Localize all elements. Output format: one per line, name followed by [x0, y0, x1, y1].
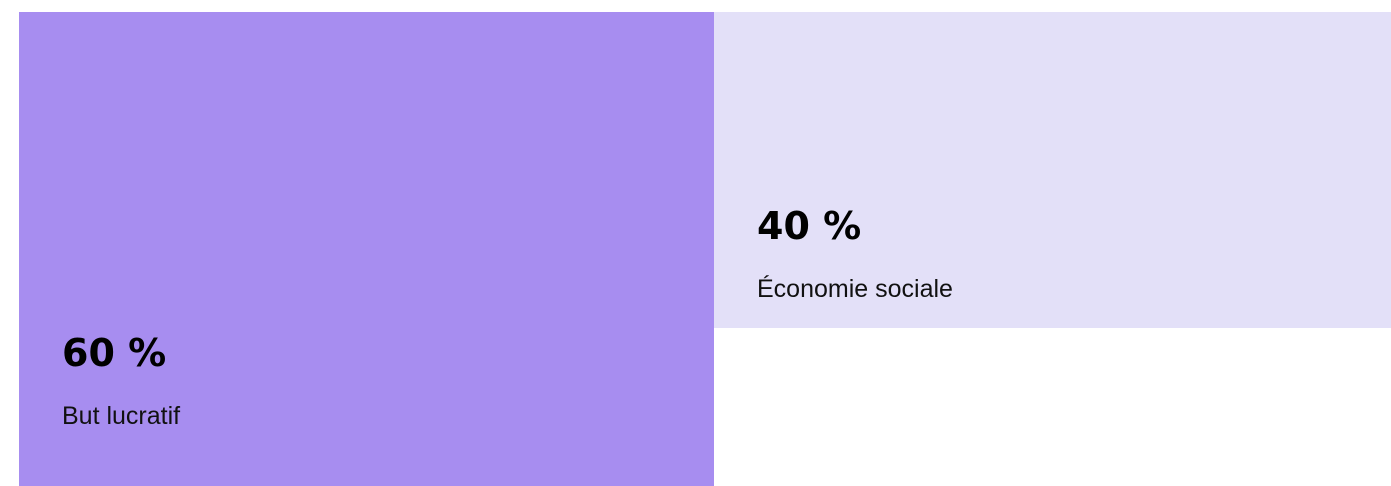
- value-label: 60 %: [62, 331, 166, 375]
- bar: [714, 12, 1391, 328]
- category-label: But lucratif: [62, 402, 180, 430]
- bar: [19, 12, 714, 486]
- category-label: Économie sociale: [757, 274, 953, 303]
- value-label: 40 %: [757, 204, 861, 248]
